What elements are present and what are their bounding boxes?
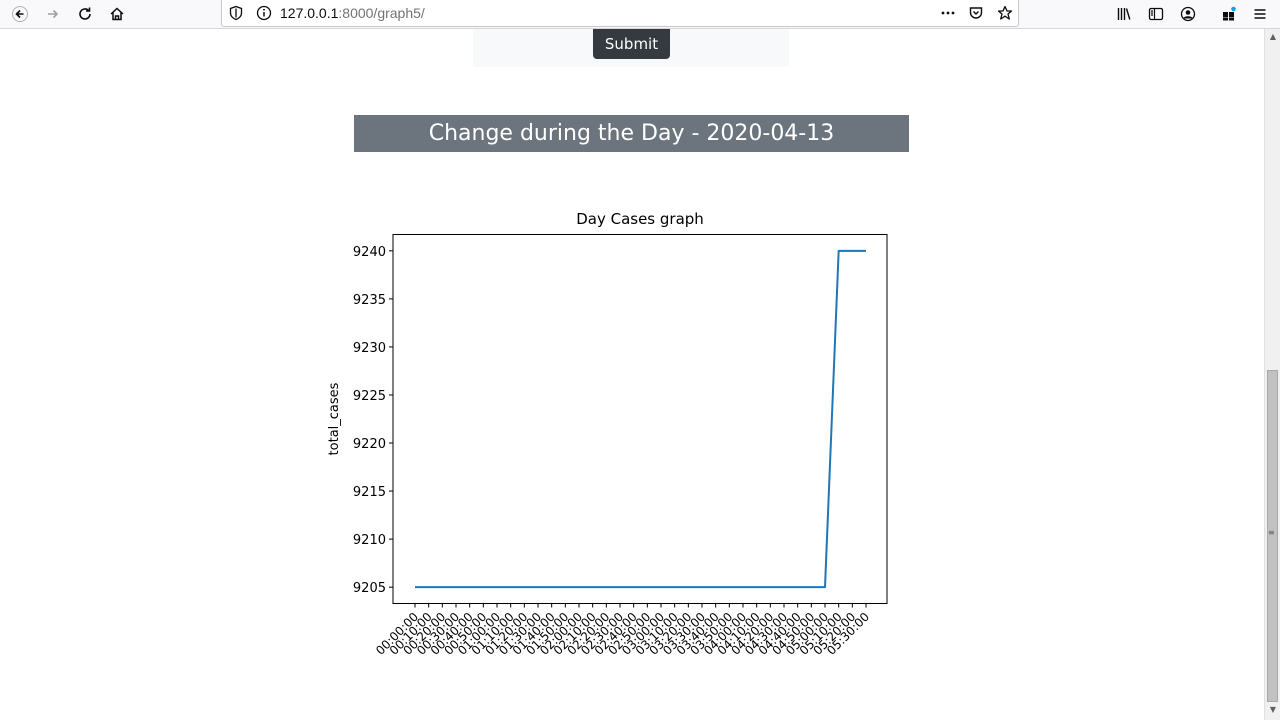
forward-arrow-icon — [48, 9, 59, 19]
chart-svg: Day Cases graph total_cases 9205 9210 9215… — [327, 210, 888, 658]
scroll-thumb[interactable] — [1267, 370, 1278, 702]
forward-button[interactable] — [39, 0, 67, 28]
library-button[interactable] — [1110, 0, 1138, 28]
scroll-down-icon[interactable]: ▼ — [1269, 705, 1277, 714]
account-button[interactable] — [1174, 0, 1202, 28]
y-tick-label: 9210 — [353, 533, 386, 548]
tick-layer: 9205921092159220922592309235924000:00:00… — [353, 245, 872, 658]
y-tick-label: 9205 — [353, 581, 386, 596]
shield-icon[interactable] — [228, 5, 244, 21]
scroll-up-icon[interactable]: ▲ — [1269, 32, 1277, 41]
url-text[interactable]: 127.0.0.1:8000/graph5/ — [280, 5, 425, 21]
back-button[interactable] — [6, 0, 34, 28]
menu-button[interactable] — [1246, 0, 1274, 28]
url-bar[interactable]: 127.0.0.1:8000/graph5/ — [221, 0, 1019, 27]
account-icon — [1180, 6, 1196, 22]
bookmark-star-icon[interactable] — [997, 5, 1013, 21]
page-title: Change during the Day - 2020-04-13 — [354, 115, 909, 152]
page-actions-icon[interactable] — [940, 5, 956, 21]
chart-title: Day Cases graph — [576, 210, 704, 228]
home-button[interactable] — [103, 0, 131, 28]
extensions-button[interactable] — [1215, 0, 1243, 28]
url-path: :8000/graph5/ — [338, 5, 425, 21]
total-cases-line — [415, 249, 866, 589]
reload-icon — [79, 7, 91, 20]
y-tick-label: 9230 — [353, 341, 386, 356]
home-icon — [110, 7, 124, 21]
hamburger-menu-icon — [1254, 9, 1266, 19]
plot-frame — [392, 234, 888, 604]
scroll-grip-icon: ≡ — [1268, 528, 1275, 537]
day-cases-chart: Day Cases graph total_cases 9205 9210 9215… — [320, 200, 920, 660]
reload-button[interactable] — [71, 0, 99, 28]
extensions-icon — [1223, 6, 1236, 21]
y-tick-label: 9240 — [353, 245, 386, 260]
vertical-scrollbar[interactable]: ▲ ≡ ▼ — [1264, 29, 1280, 720]
pocket-icon[interactable] — [968, 5, 984, 21]
library-icon — [1117, 8, 1131, 20]
site-info-icon[interactable] — [256, 5, 272, 21]
sidebar-icon — [1148, 7, 1164, 21]
submit-button[interactable]: Submit — [593, 29, 670, 59]
y-axis-label: total_cases — [327, 382, 342, 455]
url-host: 127.0.0.1 — [280, 5, 339, 21]
back-arrow-icon — [12, 6, 28, 22]
browser-toolbar: 127.0.0.1:8000/graph5/ — [0, 0, 1280, 29]
series-layer — [415, 249, 866, 589]
y-tick-label: 9225 — [353, 389, 386, 404]
y-tick-label: 9235 — [353, 293, 386, 308]
y-tick-label: 9215 — [353, 485, 386, 500]
y-tick-label: 9220 — [353, 437, 386, 452]
sidebar-button[interactable] — [1142, 0, 1170, 28]
